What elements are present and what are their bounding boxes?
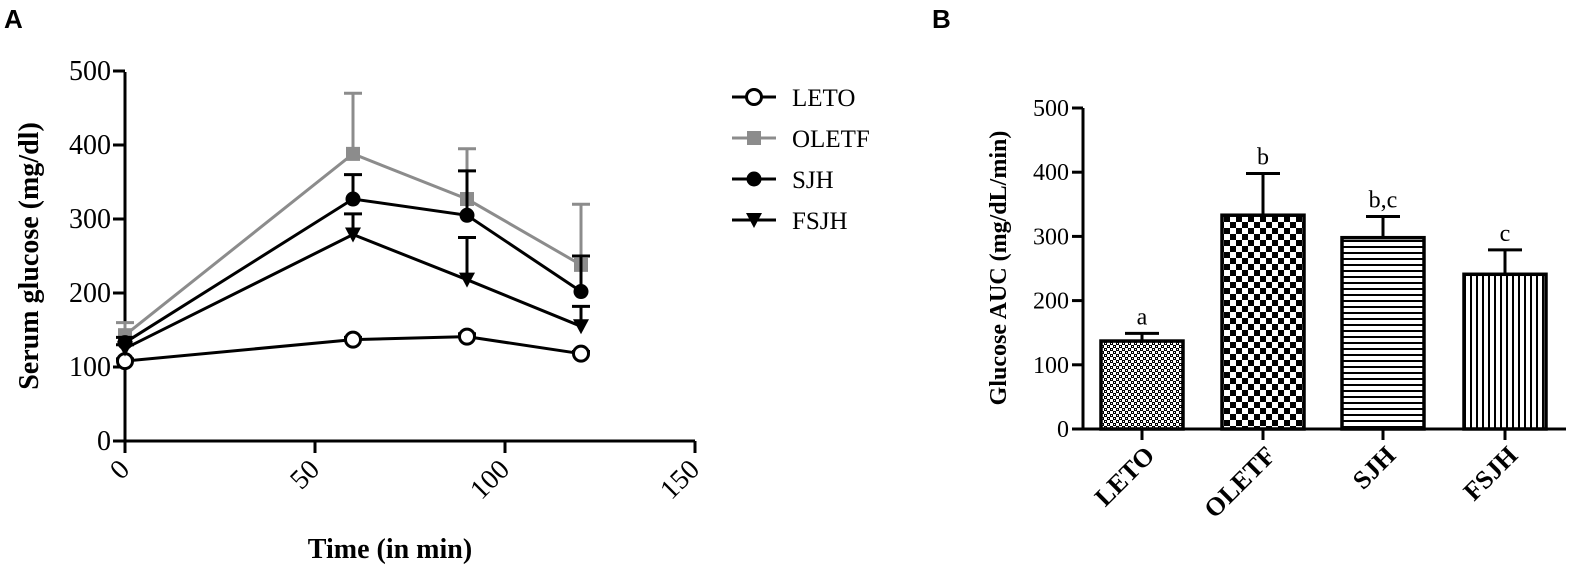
legend-label: OLETF xyxy=(792,126,870,153)
legend-item-fsjh: FSJH xyxy=(732,208,848,235)
significance-label: b,c xyxy=(1369,187,1398,213)
x-tick-label: LETO xyxy=(1089,441,1160,512)
data-point xyxy=(117,341,133,357)
series-sjh xyxy=(116,169,590,351)
data-point xyxy=(345,191,361,207)
data-point xyxy=(573,319,589,335)
x-tick-label: 150 xyxy=(654,454,706,506)
bar xyxy=(1099,339,1185,431)
bar-group-leto: a xyxy=(1099,304,1185,431)
y-axis-label: Serum glucose (mg/dl) xyxy=(14,122,45,390)
data-point xyxy=(746,213,762,228)
bar-group-oletf: b xyxy=(1220,144,1306,431)
y-axis-label: Glucose AUC (mg/dL/min) xyxy=(986,131,1012,406)
data-point xyxy=(746,171,762,187)
panel-label-b: B xyxy=(932,4,951,34)
significance-label: a xyxy=(1137,304,1148,330)
data-point xyxy=(747,131,761,145)
panel-label-a: A xyxy=(4,4,23,34)
data-point xyxy=(745,88,763,106)
x-tick-label: OLETF xyxy=(1198,441,1281,524)
data-point xyxy=(572,344,590,363)
y-tick-label: 300 xyxy=(1033,224,1069,250)
x-axis-label: Time (in min) xyxy=(308,534,472,565)
legend: LETO OLETF SJH FSJH xyxy=(732,85,870,235)
significance-label: c xyxy=(1500,221,1511,247)
series-line xyxy=(124,197,582,344)
series-line xyxy=(124,152,582,337)
bar-group-fsjh: c xyxy=(1462,221,1548,431)
data-point xyxy=(573,284,589,300)
data-point xyxy=(459,272,475,288)
legend-item-sjh: SJH xyxy=(732,167,834,194)
data-point xyxy=(459,207,475,223)
x-tick-label: 0 xyxy=(104,454,136,486)
y-tick-label: 100 xyxy=(1033,353,1069,379)
bar xyxy=(1220,213,1306,431)
legend-label: SJH xyxy=(792,167,834,194)
series-line xyxy=(124,335,582,363)
bar-chart: 0 100 200 300 400 500 a b b,c c LETO OLETF SJH FSJH… xyxy=(986,96,1566,524)
bar xyxy=(1462,272,1548,431)
legend-label: LETO xyxy=(792,85,855,112)
y-tick-label: 0 xyxy=(1057,417,1069,443)
legend-item-leto: LETO xyxy=(732,85,855,112)
y-tick-label: 0 xyxy=(97,426,111,457)
legend-label: FSJH xyxy=(792,208,848,235)
y-tick-label: 500 xyxy=(1033,96,1069,122)
bar xyxy=(1340,235,1426,431)
y-tick-label: 400 xyxy=(1033,160,1069,186)
series-leto xyxy=(116,327,590,371)
y-tick-label: 500 xyxy=(69,56,111,87)
line-chart: 0 100 200 300 400 500 0 50 100 150 Serum glucose… xyxy=(14,56,870,565)
data-point xyxy=(346,146,360,161)
data-point xyxy=(458,327,476,346)
x-tick-label: 100 xyxy=(464,454,516,506)
y-tick-label: 400 xyxy=(69,130,111,161)
bar-group-sjh: b,c xyxy=(1340,187,1426,431)
data-point xyxy=(344,330,362,349)
legend-item-oletf: OLETF xyxy=(732,126,870,153)
data-point xyxy=(345,227,361,243)
x-tick-label: FSJH xyxy=(1458,441,1523,506)
significance-label: b xyxy=(1257,144,1269,170)
y-tick-label: 200 xyxy=(1033,289,1069,315)
x-tick-label: SJH xyxy=(1347,441,1401,495)
y-tick-label: 300 xyxy=(69,204,111,235)
x-tick-label: 50 xyxy=(284,454,326,496)
series-fsjh xyxy=(116,212,590,357)
series-line xyxy=(124,232,582,350)
y-tick-label: 200 xyxy=(69,278,111,309)
y-tick-label: 100 xyxy=(69,352,111,383)
